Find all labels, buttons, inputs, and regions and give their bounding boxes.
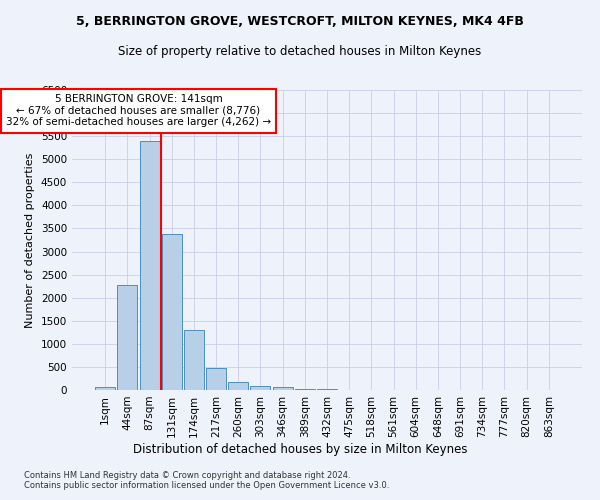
- Bar: [250, 386, 271, 390]
- Bar: [272, 388, 293, 390]
- Text: Contains HM Land Registry data © Crown copyright and database right 2024.
Contai: Contains HM Land Registry data © Crown c…: [24, 470, 389, 490]
- Bar: [206, 368, 226, 390]
- Bar: [228, 382, 248, 390]
- Bar: [162, 234, 182, 390]
- Text: 5 BERRINGTON GROVE: 141sqm
← 67% of detached houses are smaller (8,776)
32% of s: 5 BERRINGTON GROVE: 141sqm ← 67% of deta…: [6, 94, 271, 128]
- Text: 5, BERRINGTON GROVE, WESTCROFT, MILTON KEYNES, MK4 4FB: 5, BERRINGTON GROVE, WESTCROFT, MILTON K…: [76, 15, 524, 28]
- Bar: [184, 330, 204, 390]
- Y-axis label: Number of detached properties: Number of detached properties: [25, 152, 35, 328]
- Bar: [295, 388, 315, 390]
- Bar: [118, 285, 137, 390]
- Bar: [140, 141, 160, 390]
- Bar: [95, 387, 115, 390]
- Text: Size of property relative to detached houses in Milton Keynes: Size of property relative to detached ho…: [118, 45, 482, 58]
- Text: Distribution of detached houses by size in Milton Keynes: Distribution of detached houses by size …: [133, 442, 467, 456]
